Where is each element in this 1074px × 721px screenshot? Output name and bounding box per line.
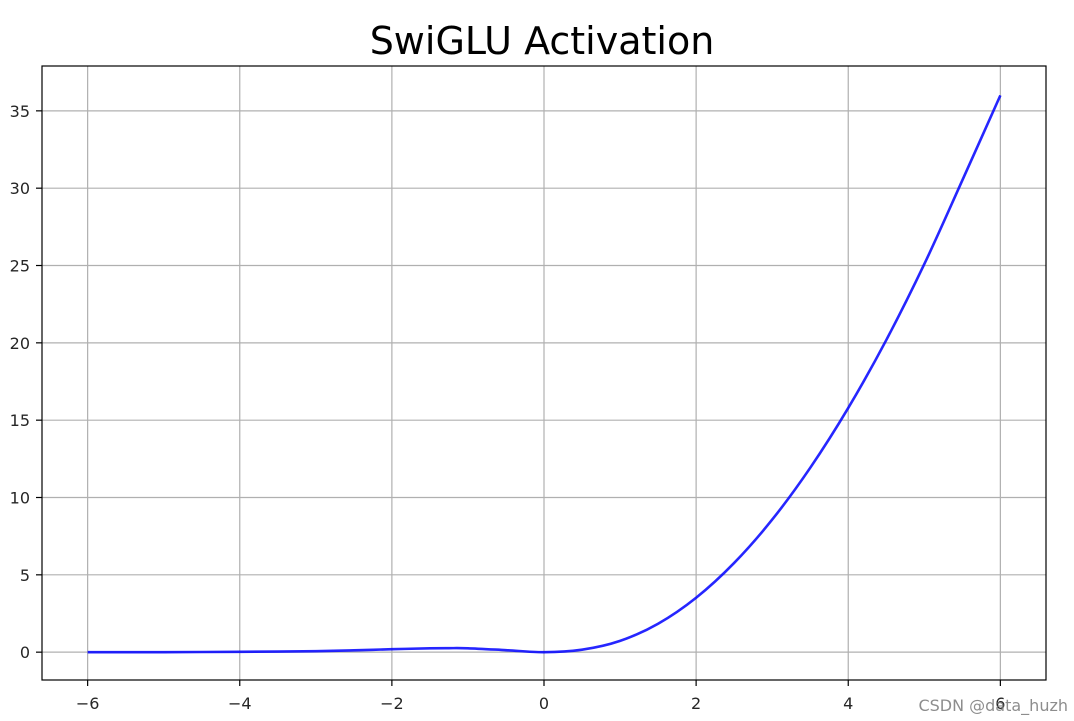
- y-tick-label: 0: [20, 643, 30, 662]
- x-tick-label: 0: [539, 694, 549, 713]
- series-line: [87, 94, 1002, 654]
- grid-lines: [42, 66, 1046, 680]
- watermark: CSDN @data_huzh: [918, 696, 1068, 716]
- y-tick-label: 10: [10, 489, 30, 508]
- chart-title: SwiGLU Activation: [370, 19, 715, 63]
- x-tick-label: −4: [228, 694, 252, 713]
- y-tick-label: 5: [20, 566, 30, 585]
- y-tick-label: 25: [10, 257, 30, 276]
- x-tick-label: −6: [76, 694, 100, 713]
- x-tick-label: 6: [995, 694, 1005, 713]
- x-tick-label: 4: [843, 694, 853, 713]
- y-tick-label: 15: [10, 411, 30, 430]
- y-tick-label: 35: [10, 102, 30, 121]
- x-tick-label: −2: [380, 694, 404, 713]
- x-tick-label: 2: [691, 694, 701, 713]
- y-axis-ticks: 0 5 10 15 20 25 30 35: [10, 102, 42, 662]
- y-tick-label: 30: [10, 179, 30, 198]
- y-tick-label: 20: [10, 334, 30, 353]
- x-axis-ticks: −6 −4 −2 0 2 4 6: [76, 680, 1005, 713]
- series-layer: [87, 94, 1002, 654]
